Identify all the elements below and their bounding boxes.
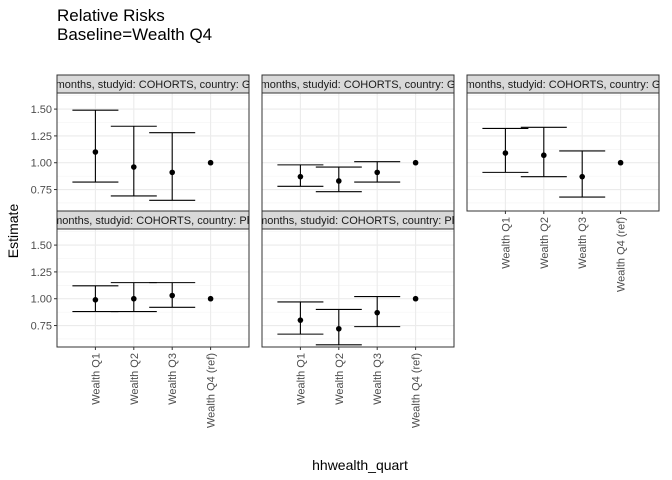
x-tick-label: Wealth Q4 (ref) (616, 217, 628, 292)
facet-panel-5: months, studyid: COHORTS, country: Ph Wea… (258, 210, 458, 428)
y-axis-label: Estimate (5, 204, 21, 259)
point-estimate (336, 325, 342, 332)
point-estimate (336, 178, 342, 184)
point-estimate (541, 152, 547, 159)
point-estimate (412, 159, 419, 166)
point-estimate (502, 150, 509, 156)
x-tick-label: Wealth Q1 (90, 353, 102, 405)
y-tick-label: 1.00 (31, 158, 52, 170)
point-estimate (207, 295, 214, 302)
y-tick-label: 1.25 (31, 267, 52, 279)
point-estimate (131, 164, 137, 170)
chart-title: Relative Risks (57, 6, 165, 25)
facet-strip (261, 210, 455, 230)
x-tick-label: Wealth Q1 (295, 353, 307, 405)
y-tick-label: 1.25 (31, 131, 52, 143)
facet-panel-3: months, studyid: COHORTS, country: G Weal… (466, 74, 661, 292)
x-tick-label: Wealth Q4 (ref) (411, 353, 423, 428)
point-estimate (92, 149, 99, 155)
x-axis-label: hhwealth_quart (312, 457, 408, 473)
panel-background (57, 229, 249, 347)
facet-strip (56, 210, 250, 230)
x-tick-label: Wealth Q3 (167, 353, 179, 405)
x-tick-label: Wealth Q3 (577, 217, 589, 269)
point-estimate (169, 292, 175, 299)
facet-strip-label: months, studyid: COHORTS, country: G (261, 79, 456, 91)
point-estimate (374, 169, 381, 176)
y-tick-label: 0.75 (31, 185, 52, 197)
point-estimate (297, 173, 304, 180)
facet-panel-1: months, studyid: COHORTS, country: G 0.75… (31, 74, 251, 212)
point-estimate (617, 159, 624, 166)
point-estimate (131, 295, 137, 302)
facet-strip-label: months, studyid: COHORTS, country: G (56, 79, 251, 91)
panel-background (467, 93, 659, 211)
panel-background (262, 229, 454, 347)
facet-panel-2: months, studyid: COHORTS, country: G (261, 74, 456, 212)
facet-panel-4: months, studyid: COHORTS, country: Ph 0.7… (31, 210, 253, 428)
point-estimate (92, 297, 99, 303)
panel-contents (262, 93, 454, 211)
point-estimate (374, 309, 381, 316)
panel-contents (467, 93, 659, 211)
facet-panels: months, studyid: COHORTS, country: G 0.75… (31, 74, 661, 428)
facet-strip (466, 74, 660, 94)
x-tick-label: Wealth Q2 (334, 353, 346, 405)
point-estimate (169, 169, 175, 176)
facet-strip-label: months, studyid: COHORTS, country: G (466, 79, 661, 91)
x-tick-label: Wealth Q2 (539, 217, 551, 269)
panel-contents (57, 93, 249, 211)
facet-strip (261, 74, 455, 94)
facet-strip-label: months, studyid: COHORTS, country: Ph (258, 215, 458, 227)
y-tick-label: 1.50 (31, 240, 52, 252)
point-estimate (207, 159, 214, 166)
x-tick-label: Wealth Q2 (129, 353, 141, 405)
point-estimate (579, 173, 585, 180)
facet-strip-label: months, studyid: COHORTS, country: Ph (53, 215, 253, 227)
x-tick-label: Wealth Q1 (500, 217, 512, 269)
point-estimate (297, 317, 304, 323)
panel-background (57, 93, 249, 211)
y-tick-label: 0.75 (31, 321, 52, 333)
panel-contents (57, 229, 249, 347)
x-tick-label: Wealth Q3 (372, 353, 384, 405)
y-tick-label: 1.00 (31, 294, 52, 306)
chart-subtitle: Baseline=Wealth Q4 (57, 25, 212, 44)
panel-background (262, 93, 454, 211)
y-tick-label: 1.50 (31, 104, 52, 116)
facet-strip (56, 74, 250, 94)
panel-contents (262, 229, 454, 347)
point-estimate (412, 295, 419, 302)
x-tick-label: Wealth Q4 (ref) (206, 353, 218, 428)
